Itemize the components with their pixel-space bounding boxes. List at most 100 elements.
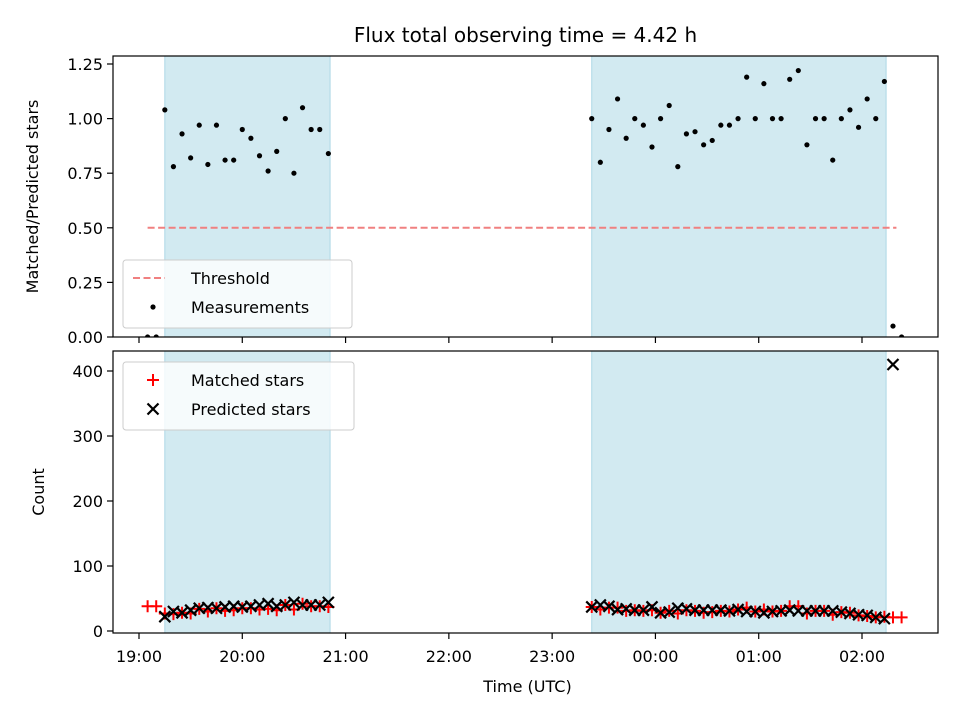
measurements-point — [196, 122, 202, 128]
matched-stars-point — [895, 611, 908, 624]
x-tick-label: 22:00 — [426, 647, 472, 666]
matched-stars-point — [611, 601, 624, 614]
measurements-point — [325, 150, 331, 157]
predicted-stars-point — [886, 358, 900, 371]
measurements-point — [718, 122, 724, 128]
measurements-point — [614, 96, 621, 102]
chart-title: Flux total observing time = 4.42 h — [354, 23, 697, 47]
predicted-stars-point — [261, 597, 275, 610]
x-tick-label: 02:00 — [839, 647, 885, 666]
measurements-point — [821, 116, 827, 122]
measurements-point — [657, 116, 664, 122]
measurements-point — [299, 105, 306, 111]
measurements-point — [744, 74, 750, 80]
predicted-stars-point — [313, 598, 327, 612]
measurements-point — [308, 126, 314, 133]
matched-stars-point — [706, 606, 719, 619]
measurements-point — [623, 135, 629, 141]
axes-frame — [112, 55, 939, 338]
measurements-point — [769, 116, 776, 122]
y-tick-label: 300 — [72, 427, 103, 446]
y-tick-label: 0.75 — [67, 164, 103, 183]
predicted-stars-point — [662, 605, 676, 619]
x-tick-label: 20:00 — [219, 647, 265, 666]
measurements-point — [666, 102, 672, 109]
measurements-point — [265, 168, 271, 174]
count-panel: 0 100 200 300 400 19:00 20:00 21:00 22:00 23:00 00… — [29, 350, 939, 696]
x-tick-label: 23:00 — [529, 647, 575, 666]
predicted-stars-point — [158, 610, 172, 623]
y-tick-label: 100 — [72, 557, 103, 576]
legend-label: Predicted stars — [191, 400, 311, 419]
predicted-stars-point — [322, 596, 335, 609]
measurements-point — [701, 142, 707, 148]
measurements-point — [778, 116, 784, 122]
measurements-point — [317, 126, 323, 133]
observing-window-2 — [591, 55, 887, 338]
measurements-point — [282, 116, 288, 122]
measurements-point — [205, 161, 211, 168]
y-tick-label: 200 — [72, 492, 103, 511]
measurements-point — [761, 81, 767, 87]
legend-label: Matched stars — [191, 371, 304, 390]
measurements-point — [188, 155, 194, 161]
measurements-point — [735, 116, 741, 122]
predicted-stars-point — [637, 603, 650, 617]
legend: Threshold Measurements — [122, 259, 353, 329]
measurements-point — [239, 126, 245, 133]
measurements-point — [787, 76, 793, 82]
measurements-point — [804, 142, 810, 148]
legend-label: Threshold — [190, 269, 270, 288]
measurements-point — [881, 78, 887, 85]
measurements-point — [890, 323, 896, 329]
y-tick-label: 1.25 — [67, 55, 103, 74]
x-tick-label: 00:00 — [632, 647, 678, 666]
predicted-stars-point — [602, 600, 616, 613]
measurements-point — [597, 159, 603, 165]
measurements-point — [170, 164, 177, 170]
measurements-point — [812, 116, 819, 122]
predicted-stars-point — [287, 596, 301, 609]
measurements-point — [847, 107, 853, 113]
legend-swatch — [146, 402, 160, 416]
measurements-point — [864, 96, 870, 102]
y-axis-label: Count — [29, 468, 48, 516]
axes-frame — [112, 350, 939, 634]
predicted-stars-point — [878, 612, 891, 625]
predicted-stars-point — [175, 606, 189, 620]
x-axis-label: Time (UTC) — [482, 677, 571, 696]
measurements-point — [145, 334, 151, 337]
y-tick-label: 0.50 — [67, 219, 103, 238]
measurements-point — [153, 334, 159, 337]
legend: Matched stars Predicted stars — [122, 361, 355, 431]
y-tick-label: 400 — [72, 362, 103, 381]
y-tick-label: 1.00 — [67, 110, 103, 129]
measurements-point — [291, 170, 297, 176]
measurements-point — [231, 157, 237, 163]
legend-label: Measurements — [191, 298, 309, 317]
measurements-point — [873, 116, 879, 122]
measurements-point — [606, 126, 612, 133]
measurements-point — [274, 148, 280, 154]
measurements-point — [649, 144, 655, 150]
y-axis-label: Matched/Predicted stars — [23, 100, 42, 294]
y-tick-label: 0.25 — [67, 273, 103, 292]
x-tick-label: 01:00 — [736, 647, 782, 666]
y-tick-label: 0 — [93, 622, 103, 641]
measurements-point — [898, 334, 905, 337]
x-tick-label: 19:00 — [116, 647, 162, 666]
measurements-point — [248, 135, 254, 141]
measurements-point — [222, 157, 228, 163]
measurements-point — [675, 164, 681, 170]
measurements-point — [726, 122, 733, 128]
measurements-point — [795, 67, 801, 74]
ratio-panel: 0.00 0.25 0.50 0.75 1.00 1.25 Matched/Predicte… — [23, 23, 939, 347]
measurements-point — [692, 129, 698, 135]
matched-stars-point — [150, 600, 163, 613]
measurements-point — [830, 157, 836, 163]
measurements-point — [162, 107, 168, 113]
y-tick-label: 0.00 — [67, 328, 103, 347]
measurements-point — [179, 131, 185, 137]
measurements-point — [838, 116, 844, 122]
